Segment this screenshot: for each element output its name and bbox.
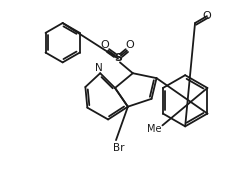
Text: O: O xyxy=(125,40,134,50)
Text: Me: Me xyxy=(147,124,162,134)
Text: O: O xyxy=(101,40,110,50)
Text: N: N xyxy=(95,63,103,73)
Text: O: O xyxy=(202,11,211,21)
Text: S: S xyxy=(114,53,122,63)
Text: Br: Br xyxy=(113,143,125,153)
